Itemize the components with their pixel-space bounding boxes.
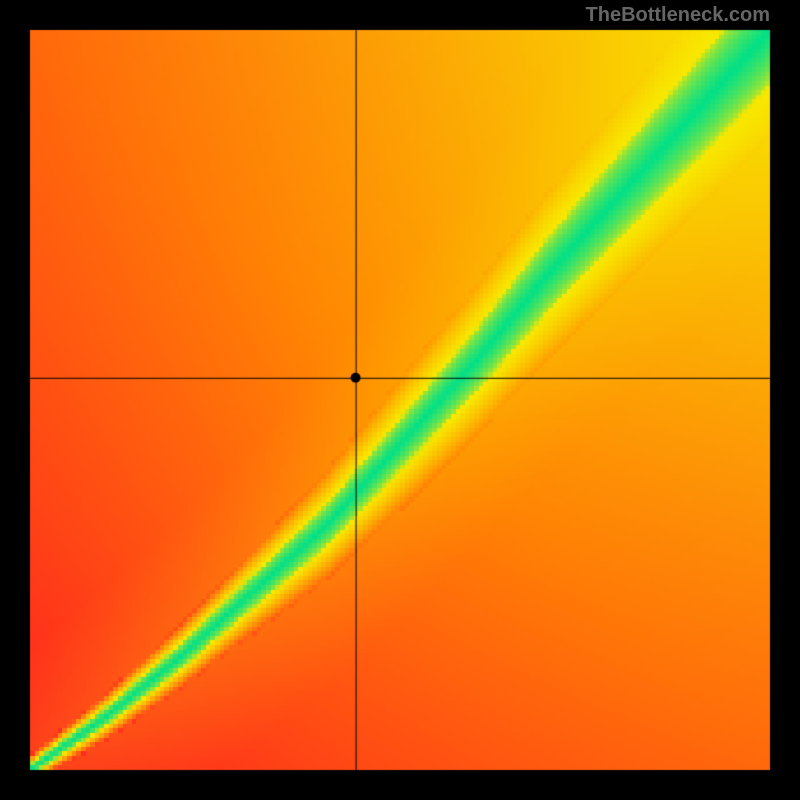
heatmap-canvas [0, 0, 800, 800]
chart-container: TheBottleneck.com [0, 0, 800, 800]
attribution-text: TheBottleneck.com [586, 4, 770, 27]
